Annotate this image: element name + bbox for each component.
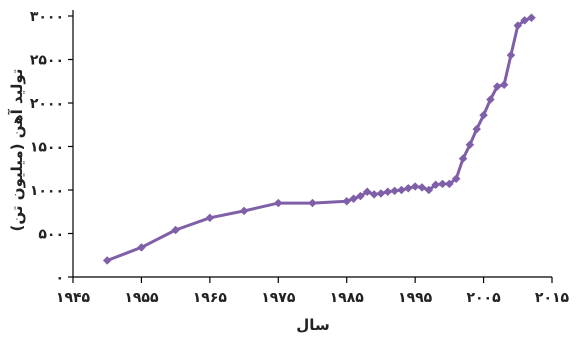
series-line	[106, 16, 533, 262]
data-point	[472, 124, 482, 134]
x-tick-label: ۱۹۷۵	[261, 290, 296, 306]
data-point	[527, 13, 536, 23]
data-point	[390, 186, 399, 196]
data-point	[520, 15, 529, 25]
x-tick-label: ۱۹۹۵	[398, 290, 433, 306]
data-point	[465, 140, 475, 150]
y-tick-label: ۱۰۰۰	[30, 183, 64, 199]
data-point	[383, 187, 393, 197]
data-point	[205, 213, 215, 223]
series-layer	[102, 13, 536, 265]
y-ticks: ۰ ۵۰۰ ۱۰۰۰ ۱۵۰۰ ۲۰۰۰ ۲۵۰۰ ۳۰۰۰	[30, 9, 73, 286]
y-tick-label: ۵۰۰	[38, 227, 64, 243]
data-point	[486, 95, 495, 104]
data-point	[438, 179, 447, 189]
x-ticks: ۱۹۴۵ ۱۹۵۵ ۱۹۶۵ ۱۹۷۵ ۱۹۸۵ ۱۹۹۵ ۲۰۰۵ ۲۰۱۵	[56, 277, 570, 306]
data-point	[403, 183, 413, 193]
axes	[72, 10, 552, 278]
x-axis-title: سال	[296, 316, 329, 334]
data-point	[308, 198, 317, 208]
x-tick-label: ۲۰۰۵	[466, 290, 501, 306]
data-point	[451, 174, 461, 184]
data-point	[376, 189, 386, 198]
x-tick-label: ۲۰۱۵	[535, 290, 570, 306]
data-point	[102, 256, 112, 265]
x-tick-label: ۱۹۸۵	[330, 290, 365, 306]
y-tick-label: ۰	[55, 270, 64, 286]
y-axis-title: تولید آهن (میلیون تن)	[8, 69, 26, 232]
x-tick-label: ۱۹۶۵	[193, 290, 228, 306]
data-point	[273, 198, 283, 208]
data-point	[410, 182, 420, 191]
y-tick-label: ۱۵۰۰	[30, 140, 64, 156]
data-point	[492, 82, 502, 91]
data-point	[369, 189, 379, 199]
data-point	[445, 179, 454, 189]
data-point	[342, 196, 352, 206]
x-tick-label: ۱۹۵۵	[124, 290, 159, 306]
x-tick-label: ۱۹۴۵	[56, 290, 91, 306]
y-tick-label: ۳۰۰۰	[30, 9, 64, 25]
data-point	[479, 110, 488, 120]
data-point	[417, 183, 427, 192]
data-point	[349, 194, 358, 204]
data-point	[137, 243, 146, 252]
data-point	[513, 21, 523, 30]
data-point	[506, 50, 516, 60]
y-tick-label: ۲۰۰۰	[30, 96, 64, 112]
data-point	[239, 206, 249, 216]
data-point	[431, 180, 441, 190]
data-point	[397, 185, 406, 195]
y-tick-label: ۲۵۰۰	[30, 53, 64, 69]
data-point	[458, 154, 468, 164]
data-point	[356, 191, 365, 201]
data-point	[362, 187, 372, 197]
data-point	[424, 185, 434, 195]
data-point	[171, 225, 180, 235]
data-point	[499, 80, 509, 90]
